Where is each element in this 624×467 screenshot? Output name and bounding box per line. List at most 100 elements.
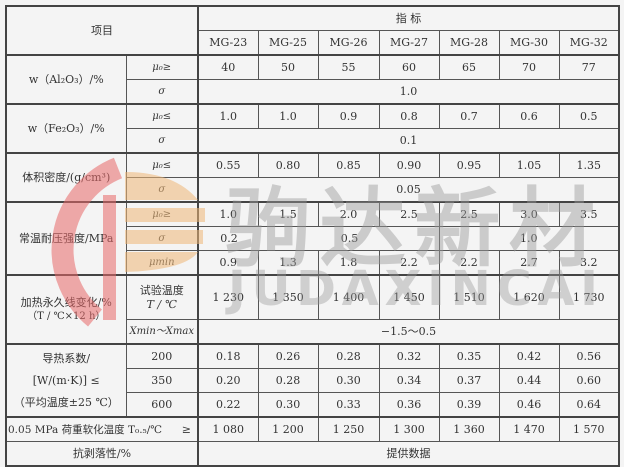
fe-sigma-row: σ 0.1 bbox=[6, 128, 620, 154]
cell: 2.5 bbox=[378, 201, 440, 227]
strength-sigma-symbol: σ bbox=[125, 226, 199, 251]
cell: 1 620 bbox=[498, 274, 560, 320]
density-mu-row: 体积密度/(g/cm³) μ₀≤ 0.55 0.80 0.85 0.90 0.95 1.0… bbox=[5, 152, 620, 203]
cell: 0.35 bbox=[438, 343, 500, 369]
cell: 0.33 bbox=[317, 392, 380, 418]
cell: 1 250 bbox=[317, 416, 380, 442]
cell: 0.36 bbox=[378, 392, 440, 418]
fe-label: w（Fe₂O₃）/% bbox=[5, 103, 127, 154]
cell: 0.55 bbox=[197, 152, 259, 178]
cell: 0.30 bbox=[257, 392, 319, 418]
cell: 1.35 bbox=[558, 152, 620, 178]
cell: 0.20 bbox=[197, 368, 259, 393]
al-label: w（Al₂O₃）/% bbox=[5, 54, 127, 105]
cell: 70 bbox=[498, 54, 560, 80]
cell: 3.5 bbox=[558, 201, 620, 227]
fe-sigma-value: 0.1 bbox=[197, 128, 620, 154]
cell: 0.56 bbox=[558, 343, 620, 369]
cell: 0.90 bbox=[378, 152, 440, 178]
cell: 2.0 bbox=[317, 201, 380, 227]
strength-sigma-value: 0.5 bbox=[340, 231, 359, 245]
conductivity-label: 导热系数/ [W/(m·K)] ≤ （平均温度±25 ℃） bbox=[5, 343, 127, 418]
cell: 0.9 bbox=[317, 103, 380, 129]
cell: 0.80 bbox=[257, 152, 319, 178]
cell: 60 bbox=[378, 54, 440, 80]
conductivity-temp: 600 bbox=[125, 392, 199, 418]
cell: 77 bbox=[558, 54, 620, 80]
cell: 0.60 bbox=[558, 368, 620, 393]
cell: 1.5 bbox=[257, 201, 319, 227]
cell: 50 bbox=[257, 54, 319, 80]
cell: 1.8 bbox=[317, 250, 380, 276]
cell: 0.46 bbox=[498, 392, 560, 418]
cell: 0.26 bbox=[257, 343, 319, 369]
load-ge: ≥ bbox=[181, 422, 191, 436]
heating-label: 加热永久线变化/% （T / ℃×12 h） bbox=[5, 274, 127, 345]
cell: 0.32 bbox=[378, 343, 440, 369]
grade-header: MG-28 bbox=[438, 30, 500, 56]
cell: 0.8 bbox=[378, 103, 440, 129]
fe-sigma-symbol: σ bbox=[125, 128, 199, 154]
cell: 2.2 bbox=[438, 250, 500, 276]
cell: 0.34 bbox=[378, 368, 440, 393]
strength-label: 常温耐压强度/MPa bbox=[5, 201, 127, 276]
cell: 1 360 bbox=[438, 416, 500, 442]
al-mu-symbol: μ₀≥ bbox=[125, 54, 199, 80]
density-sigma-symbol: σ bbox=[125, 177, 199, 203]
cell: 0.5 bbox=[558, 103, 620, 129]
temp-label-line: 试验温度 bbox=[139, 283, 184, 297]
cell: 0.44 bbox=[498, 368, 560, 393]
cell: 1 470 bbox=[498, 416, 560, 442]
cell: 2.5 bbox=[438, 201, 500, 227]
cell: 1 450 bbox=[378, 274, 440, 320]
conductivity-label-line: [W/(m·K)] ≤ bbox=[32, 373, 100, 387]
load-label: 0.05 MPa 荷重软化温度 T₀.₅/℃ bbox=[8, 423, 163, 436]
cell: 1 230 bbox=[197, 274, 259, 320]
cell: 40 bbox=[197, 54, 259, 80]
strength-sigma-value: 1.0 bbox=[438, 226, 620, 251]
al-sigma-value: 1.0 bbox=[197, 79, 620, 105]
cell: 55 bbox=[317, 54, 380, 80]
grade-header: MG-26 bbox=[317, 30, 380, 56]
strength-min-symbol: μmin bbox=[125, 250, 199, 276]
header-index: 指 标 bbox=[197, 5, 620, 31]
cell: 0.42 bbox=[498, 343, 560, 369]
cell: 65 bbox=[438, 54, 500, 80]
density-label: 体积密度/(g/cm³) bbox=[5, 152, 127, 203]
grade-header: MG-32 bbox=[558, 30, 620, 56]
spalling-row: 抗剥落性/% 提供数据 bbox=[5, 441, 620, 467]
cell: 0.22 bbox=[197, 392, 259, 418]
temp-label-line: T / ℃ bbox=[146, 297, 177, 311]
grade-header: MG-25 bbox=[257, 30, 319, 56]
cell: 0.7 bbox=[438, 103, 500, 129]
strength-mu-row: 常温耐压强度/MPa μ₀≥ 1.0 1.5 2.0 2.5 2.5 3.0 3.5 bbox=[5, 201, 620, 276]
heating-range-value: −1.5～0.5 bbox=[197, 319, 620, 345]
cell: 1 730 bbox=[558, 274, 620, 320]
cell: 0.6 bbox=[498, 103, 560, 129]
load-label-cell: 0.05 MPa 荷重软化温度 T₀.₅/℃ ≥ bbox=[5, 416, 199, 442]
heating-range-symbol: Xmin～Xmax bbox=[125, 319, 199, 345]
conductivity-temp: 200 bbox=[125, 343, 199, 369]
cell: 3.0 bbox=[498, 201, 560, 227]
specification-table: 项目 指 标 MG-23 MG-25 MG-26 MG-27 MG-28 MG-… bbox=[5, 5, 621, 467]
header-item: 项目 bbox=[5, 5, 199, 56]
conductivity-row: 350 0.20 0.28 0.30 0.34 0.37 0.44 0.60 bbox=[6, 368, 620, 393]
conductivity-row: 600 0.22 0.30 0.33 0.36 0.39 0.46 0.64 bbox=[6, 392, 620, 418]
cell: 1.3 bbox=[257, 250, 319, 276]
cell: 1.05 bbox=[498, 152, 560, 178]
spalling-value: 提供数据 bbox=[197, 441, 620, 467]
cell: 1.0 bbox=[257, 103, 319, 129]
cell: 0.28 bbox=[317, 343, 380, 369]
density-sigma-value: 0.05 bbox=[197, 177, 620, 203]
cell: 0.30 bbox=[317, 368, 380, 393]
strength-sigma-cell: 0.2 0.5 bbox=[197, 226, 440, 251]
cell: 0.37 bbox=[438, 368, 500, 393]
header-row-2: MG-23 MG-25 MG-26 MG-27 MG-28 MG-30 MG-3… bbox=[6, 30, 620, 56]
cell: 0.28 bbox=[257, 368, 319, 393]
strength-mu-symbol: μ₀≥ bbox=[125, 201, 199, 227]
cell: 3.2 bbox=[558, 250, 620, 276]
grade-header: MG-30 bbox=[498, 30, 560, 56]
cell: 1 510 bbox=[438, 274, 500, 320]
heating-temp-label: 试验温度 T / ℃ bbox=[125, 274, 199, 320]
cell: 0.85 bbox=[317, 152, 380, 178]
